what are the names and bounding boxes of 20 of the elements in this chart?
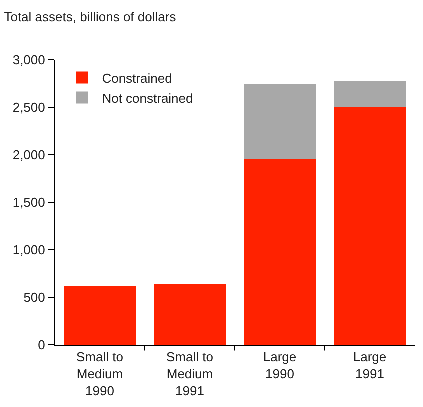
x-tick-label: Small to Medium 1990 (76, 350, 124, 398)
y-tick-label: 1,500 (12, 195, 46, 210)
x-tick-label: Small to Medium 1991 (166, 350, 214, 398)
bar (244, 84, 316, 159)
y-tick-label: 500 (24, 290, 46, 306)
chart-title: Total assets, billions of dollars (4, 9, 177, 24)
legend-label: Constrained (102, 70, 172, 86)
legend-label: Not constrained (102, 90, 194, 106)
y-tick-label: 1,000 (12, 242, 46, 258)
bar (154, 284, 226, 345)
x-tick-label: Large 1991 (353, 350, 387, 382)
x-tick-label: Large 1990 (263, 350, 297, 382)
y-tick-label: 0 (38, 338, 46, 353)
y-tick-label: 2,500 (12, 100, 46, 116)
bar (334, 108, 406, 345)
bar (64, 286, 136, 345)
y-tick-label: 2,000 (12, 148, 46, 163)
bar (244, 158, 316, 345)
y-tick-label: 3,000 (12, 52, 46, 68)
bar (334, 80, 406, 108)
